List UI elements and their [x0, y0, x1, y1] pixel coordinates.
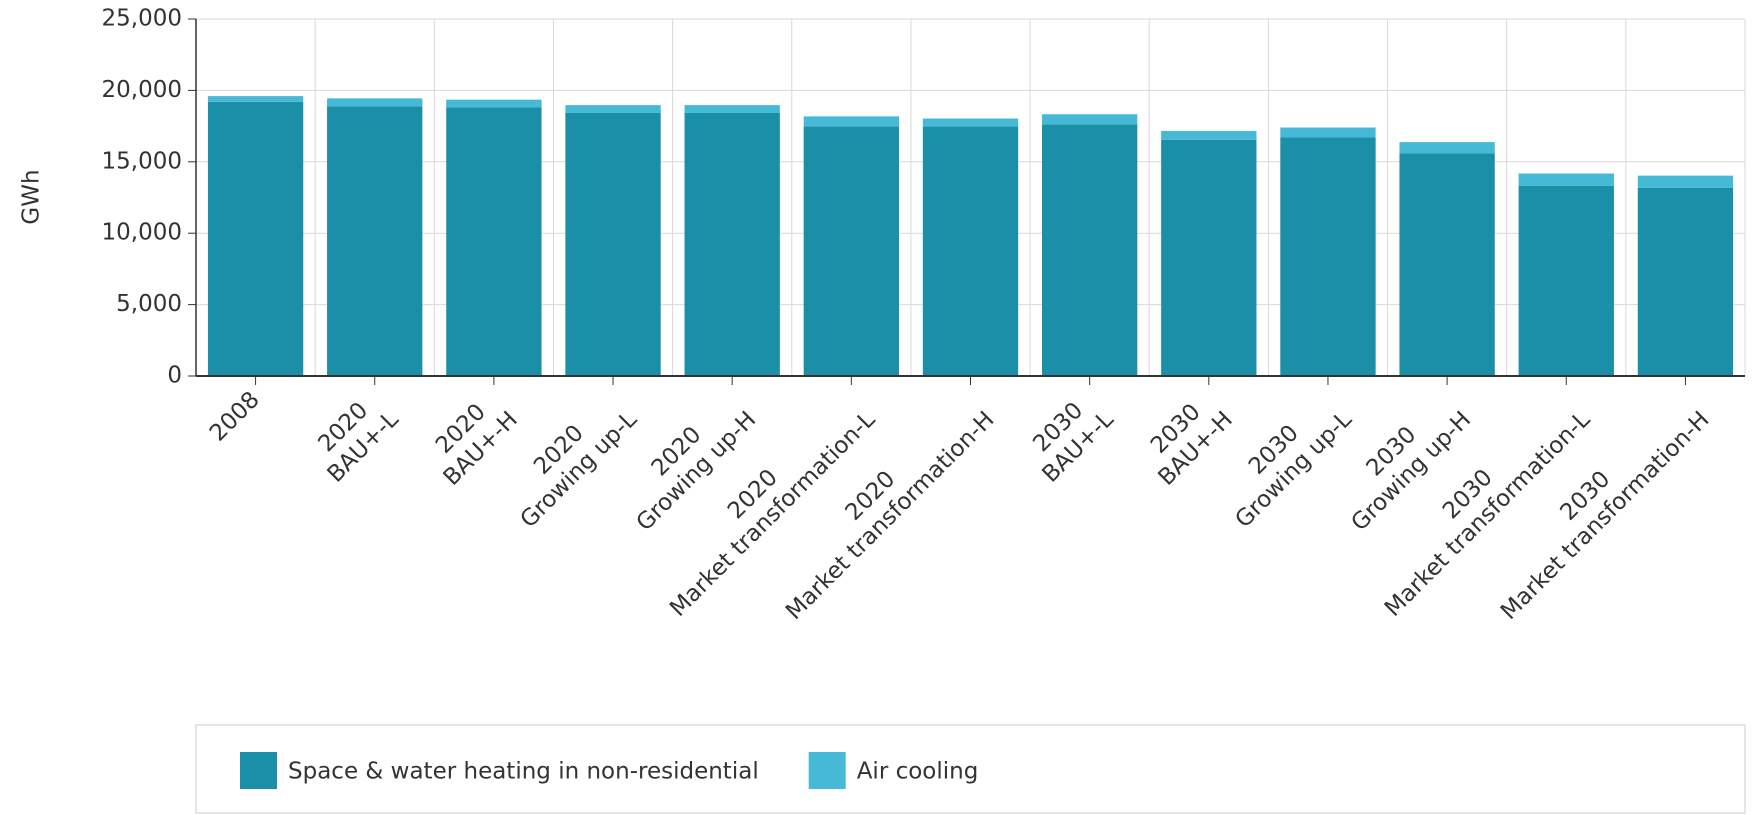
- y-tick-label: 10,000: [102, 220, 182, 246]
- bar-segment: [1041, 114, 1138, 125]
- bar-segment: [327, 106, 423, 377]
- bar-segment: [684, 112, 780, 376]
- bar-segment: [1280, 137, 1376, 376]
- x-tick-label: 2008: [205, 386, 265, 446]
- bar-segment: [922, 126, 1019, 377]
- bar-segment: [1637, 187, 1734, 376]
- bar-segment: [1518, 185, 1614, 376]
- bar-segment: [207, 101, 304, 376]
- bar-segment: [446, 99, 542, 108]
- bar-segment: [803, 116, 900, 127]
- bar-segment: [207, 96, 304, 102]
- bar-segment: [803, 126, 900, 377]
- y-tick-label: 15,000: [102, 148, 182, 174]
- bar-segment: [327, 98, 423, 107]
- y-tick-label: 0: [167, 363, 182, 389]
- x-tick-label-line: Market transformation-H: [1496, 406, 1714, 624]
- bar-segment: [1161, 130, 1257, 140]
- y-tick-label: 20,000: [102, 77, 182, 103]
- bar-segment: [1041, 124, 1138, 377]
- x-tick-label: 2030BAU+-H: [1133, 386, 1237, 490]
- x-tick-label-line: 2008: [205, 386, 265, 446]
- x-tick-label-line: Growing up-L: [1230, 406, 1357, 533]
- x-tick-label: 2020BAU+-L: [302, 386, 403, 487]
- y-axis-label: GWh: [19, 169, 45, 224]
- x-tick-label-line: Market transformation-H: [781, 406, 999, 624]
- x-tick-label: 2020Growing up-L: [495, 386, 641, 532]
- legend-swatch: [240, 752, 277, 789]
- y-tick-label: 25,000: [102, 6, 182, 32]
- x-tick-label-line: Growing up-L: [515, 406, 642, 533]
- x-tick-label: 2030BAU+-L: [1017, 386, 1118, 487]
- bar-segment: [565, 112, 661, 376]
- x-tick-label: 2020BAU+-H: [418, 386, 522, 490]
- legend-swatch: [808, 752, 846, 789]
- legend-box: [195, 724, 1746, 814]
- bar-segment: [1280, 127, 1376, 138]
- bar-segment: [1399, 153, 1495, 376]
- bar-segment: [1399, 142, 1495, 154]
- bar-segment: [1518, 173, 1614, 186]
- x-tick-label: 2030Growing up-L: [1210, 386, 1356, 532]
- bar-segment: [446, 107, 542, 376]
- y-tick-label: 5,000: [116, 291, 182, 317]
- bar-segment: [565, 105, 661, 113]
- legend-label: Air cooling: [857, 759, 979, 785]
- bar-segment: [1161, 139, 1257, 376]
- bar-segment: [922, 118, 1019, 127]
- bar-segment: [684, 105, 780, 113]
- bar-segment: [1637, 175, 1734, 188]
- legend-label: Space & water heating in non-residential: [288, 759, 759, 785]
